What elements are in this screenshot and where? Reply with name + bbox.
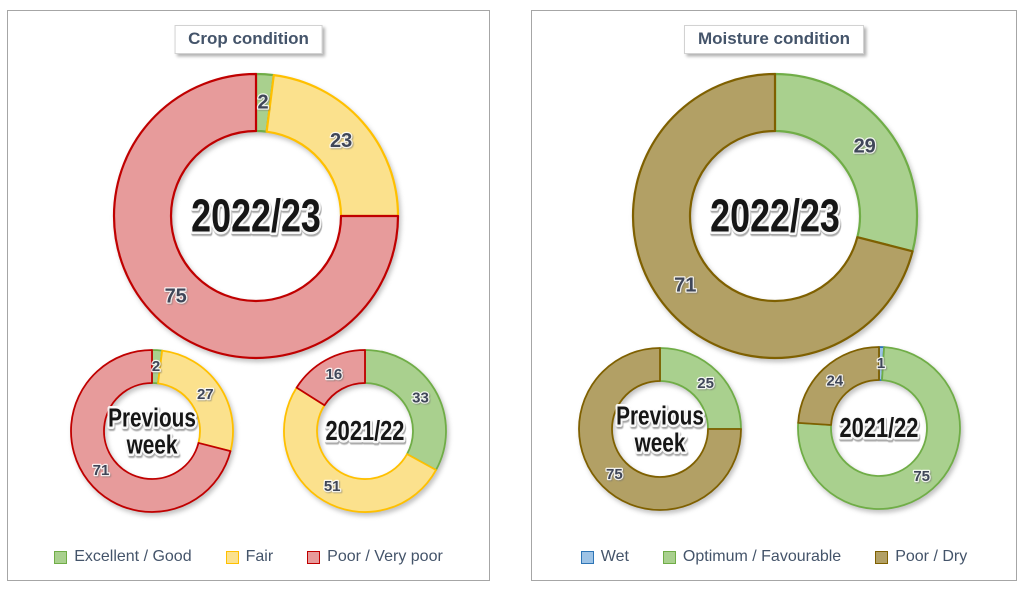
excellent-good-swatch-icon [54,550,68,564]
crop-legend: Excellent / Good Fair Poor / Very poor [8,548,489,566]
poor-dry-swatch-icon [875,550,889,564]
chart-title-crop: Crop condition [174,25,323,54]
donut-slice-poor-dry [578,347,742,511]
legend-item-optimum-favourable: Optimum / Favourable [662,548,842,566]
legend-label: Excellent / Good [74,548,192,565]
slice-value-label: 33 [412,390,429,407]
slice-value-label: 29 [854,135,876,157]
svg-text:2021/22: 2021/22 [840,412,919,443]
slice-value-label: 25 [697,375,714,392]
svg-text:Previous: Previous [616,401,704,430]
svg-text:2022/23: 2022/23 [191,190,321,241]
donut-slice-poor-dry [631,72,914,360]
legend-item-poor-very-poor: Poor / Very poor [307,548,443,566]
crop-donut-charts: 223752022/2322771Previousweek3351162021/… [70,72,447,513]
legend-label: Optimum / Favourable [682,548,842,565]
donut-season-2022-23: 2 23 75 2022/23 [112,72,400,360]
svg-text:week: week [126,430,179,459]
svg-text:Previous: Previous [108,403,196,432]
slice-value-label: 75 [913,468,930,485]
legend-label: Fair [245,548,274,565]
legend-label: Poor / Dry [895,548,968,565]
donut-slice-poor-very-poor [295,349,366,407]
slice-value-label: 24 [826,373,843,390]
legend-item-poor-dry: Poor / Dry [875,548,967,566]
donut-slice-optimum-favourable [773,72,919,253]
donut-season-2022-23: 29 71 2022/23 [631,72,919,360]
slice-value-label: 27 [197,386,214,403]
donut-season-2021-22: 1 75 24 2021/22 [797,346,961,510]
svg-text:2021/22: 2021/22 [326,415,405,446]
donut-slice-poor-very-poor [112,72,400,360]
donut-slice-fair [283,386,437,513]
fair-swatch-icon [225,550,239,564]
donut-slice-poor-dry [797,346,880,426]
slice-value-label: 75 [606,466,623,483]
slice-value-label: 71 [674,275,696,297]
optimum-favourable-swatch-icon [662,550,676,564]
chart-title-moisture: Moisture condition [683,25,865,54]
svg-text:week: week [634,428,687,457]
slice-value-label: 51 [324,478,341,495]
wet-swatch-icon [580,550,594,564]
slice-value-label: 71 [93,462,110,479]
donut-slice-poor-very-poor [70,349,232,513]
slice-value-label: 23 [330,130,352,152]
donut-slice-excellent-good [364,349,447,471]
slice-value-label: 75 [165,285,187,307]
slice-value-label: 2 [152,358,160,375]
donut-center-label: 2022/23 [708,188,842,244]
svg-text:2022/23: 2022/23 [710,190,840,241]
slice-value-label: 1 [877,355,885,372]
donut-center-label: 2021/22 [323,413,406,449]
donut-slice-optimum-favourable [797,346,961,510]
donut-season-2021-22: 33 51 16 2021/22 [283,349,447,513]
moisture-condition-panel: Moisture condition 29 71 2022/23 25 75 Previo… [531,10,1017,581]
donut-center-label: 2022/23 [189,188,323,244]
slice-value-label: 2 [258,92,269,114]
legend-label: Poor / Very poor [327,548,443,565]
moisture-legend: Wet Optimum / Favourable Poor / Dry [532,548,1016,566]
crop-condition-panel: Crop condition 2 23 75 2022/23 2 27 71 Previous… [7,10,490,581]
donut-center-label: 2021/22 [837,410,920,446]
donut-slice-fair [265,74,400,218]
poor-very-poor-swatch-icon [307,550,321,564]
legend-label: Wet [600,548,629,565]
legend-item-fair: Fair [225,548,274,566]
legend-item-excellent-good: Excellent / Good [54,548,192,566]
legend-item-wet: Wet [580,548,629,566]
slice-value-label: 16 [326,366,343,383]
